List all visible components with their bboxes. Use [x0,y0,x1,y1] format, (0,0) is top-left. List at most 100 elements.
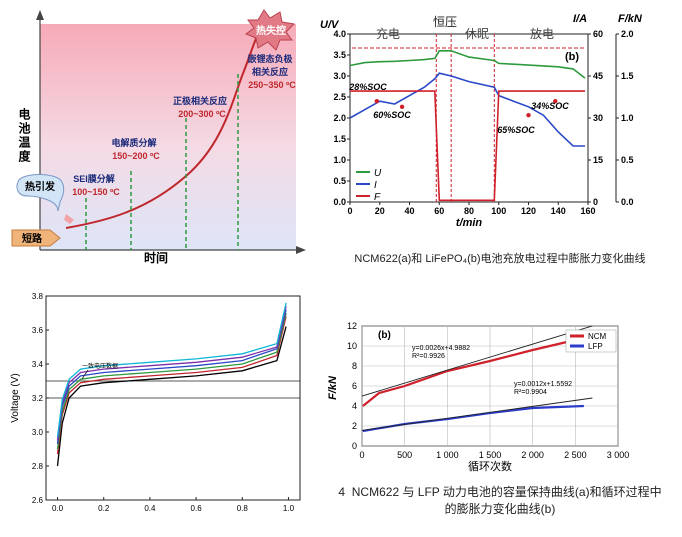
cycle-xtick-label: 500 [397,450,412,460]
swelling-xtick-label: 20 [375,206,385,216]
lfp-r2: R²=0.9904 [514,389,547,396]
legend-u: U [374,168,382,179]
cycle-xtick-label: 1 000 [436,450,459,460]
swelling-ytick-left-label: 4.0 [333,29,346,39]
swelling-right-axis-title-f: F/kN [618,13,643,25]
soc-marker [553,99,558,104]
thermal-runaway-label: 热失控 [256,24,286,37]
swelling-ytick-left-label: 0.0 [333,197,346,207]
swelling-xtick-label: 160 [580,206,595,216]
thermal-x-arrow [296,246,306,254]
swelling-chart: 0 20 40 60 80 100 120 140 160 0.0 0.5 1.0 1.5 2.0 2.5 3… [320,13,643,229]
cycle-panel: 0 2 4 6 8 10 12 0 500 1 000 1 500 2 000 2 500 3 000 (… [318,312,682,534]
series-u [349,50,586,79]
cycle-caption-line2: 的膨胀力变化曲线(b) [444,502,556,516]
cathode-stage-name: 正极相关反应 [173,95,227,106]
swelling-ytick-i-label: 15 [593,155,603,165]
legend-i: I [374,180,377,191]
swelling-ytick-left-label: 2.5 [333,92,346,102]
soc-marker [374,99,379,104]
swelling-ytick-f-label: 0.5 [621,155,634,165]
voltage-ytick-label: 3.0 [32,428,44,437]
swelling-xtick-label: 140 [551,206,566,216]
swelling-ytick-left-label: 0.5 [333,176,346,186]
cycle-series-ncm [362,338,576,407]
swelling-ytick-f-label: 1.5 [621,71,634,81]
cathode-stage-range: 200~300 ºC [178,109,226,119]
cycle-ytick-label: 2 [352,421,357,431]
swelling-ytick-f-label: 0.0 [621,197,634,207]
short-circuit-arrow: 短路 [11,229,61,247]
short-circuit-label: 短路 [22,232,43,245]
voltage-series [56,302,287,467]
lfp-fit-line [361,397,593,431]
cycle-series [361,325,593,433]
swelling-ytick-i-label: 45 [593,71,603,81]
swelling-xtick-label: 80 [464,206,474,216]
voltage-ytick-label: 3.4 [32,360,44,369]
ncm-fit-line [361,325,593,397]
ncm-r2: R²=0.9926 [412,353,445,360]
thermal-xlabel: 时间 [144,250,168,265]
voltage-ytick-label: 3.2 [32,394,44,403]
legend-f: F [374,192,381,203]
swelling-ytick-i-label: 0 [593,197,598,207]
cycle-ytick-label: 6 [352,381,357,391]
sei-stage-range: 100~150 ºC [72,187,120,197]
swelling-left-axis-title: U/V [320,19,340,31]
swelling-xtick-label: 0 [347,206,352,216]
cycle-ytick-label: 8 [352,361,357,371]
voltage-ytick-label: 2.6 [32,496,44,505]
swelling-axes: 0 20 40 60 80 100 120 140 160 0.0 0.5 1.0 1.5 2.0 2.5 3… [333,29,633,216]
voltage-xtick-label: 0.2 [98,504,110,513]
cycle-xlabel: 循环次数 [468,459,512,473]
swelling-ytick-left-label: 3.0 [333,71,346,81]
anode-stage-name-1: 嵌锂态负极 [247,53,293,64]
phase-label-discharge: 放电 [530,26,554,41]
voltage-ytick-label: 3.8 [32,292,44,301]
swelling-ytick-left-label: 1.0 [333,155,346,165]
thermal-curve [65,33,259,229]
electrolyte-stage-range: 150~200 ºC [112,151,160,161]
voltage-axes: 2.6 2.8 3.0 3.2 3.4 3.6 3.8 0.0 0.2 0.4 0.6 0.8 1.0 [32,292,300,513]
swelling-xtick-label: 100 [491,206,506,216]
electrolyte-stage-name: 电解质分解 [111,137,156,148]
swelling-xtick-label: 120 [521,206,536,216]
cycle-ytick-label: 4 [352,401,357,411]
swelling-ytick-i-label: 30 [593,113,603,123]
legend-ncm: NCM [588,332,607,341]
series-i [349,72,585,147]
voltage-xtick-label: 0.0 [52,504,64,513]
thermal-y-arrow [36,10,44,20]
series-f [350,90,585,202]
thermal-ylabel: 电池温度 [17,107,31,164]
voltage-series-2 [56,312,287,450]
voltage-xtick-label: 0.8 [237,504,249,513]
sei-stage-name: SEI膜分解 [73,173,115,184]
thermal-runaway-burst: 热失控 [244,9,296,51]
voltage-xtick-label: 1.0 [283,504,295,513]
voltage-annotation-pointer [81,369,89,380]
voltage-series-4 [56,306,287,441]
cycle-xtick-label: 3 000 [607,450,630,460]
swelling-panel-label: (b) [565,51,579,63]
voltage-ytick-label: 2.8 [32,462,44,471]
phase-label-charge: 充电 [376,26,400,41]
phase-label-cv: 恒压 [433,15,457,29]
voltage-series-5 [56,302,287,438]
swelling-caption: NCM622(a)和 LiFePO₄(b)电池充放电过程中膨胀力变化曲线 [354,253,646,265]
swelling-xlabel: t/min [456,217,483,228]
annot-28soc: 28%SOC [348,82,387,92]
cycle-xtick-label: 0 [359,450,364,460]
phase-label-rest: 休眠 [465,27,489,41]
cycle-xtick-label: 1 500 [479,450,502,460]
swelling-ytick-left-label: 1.5 [333,134,346,144]
voltage-annotation: 一致电压数据 [82,362,118,370]
swelling-right-axis-title-i: I/A [573,13,587,25]
cycle-caption-line1: 4 NCM622 与 LFP 动力电池的容量保持曲线(a)和循环过程中 [338,485,662,499]
voltage-series-0 [56,326,287,467]
voltage-series-1 [56,316,287,455]
cycle-ylabel: F/kN [327,375,339,400]
voltage-chart: 2.62.83.03.23.43.63.80.0 0.2 0.4 0.6 0.8 1.0 … [10,292,301,513]
legend-lfp: LFP [588,342,603,351]
